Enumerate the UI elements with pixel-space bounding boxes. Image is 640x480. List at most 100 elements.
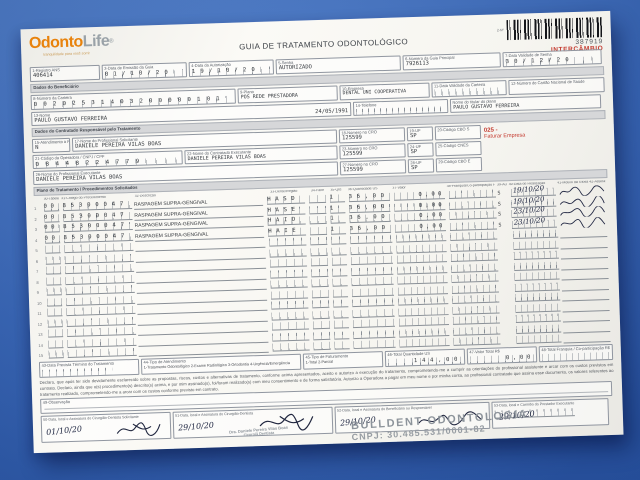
birthdate-value: 24/05/1991 — [315, 108, 349, 116]
cell-valor — [399, 338, 451, 349]
table-row: 4 00 85300047 RASPAGEM SUPRA-GENGIVAL HA… — [35, 216, 609, 245]
proc-row-number: 8 — [36, 279, 39, 285]
field-cartao-saude: 12-Número do Cartão Nacional de Saúde — [508, 77, 605, 96]
field-cro-executante: 23-Número no CRO 125599 — [339, 143, 406, 160]
procedures-table-filled: 1 00 85300047 RASPAGEM SUPRA-GENGIVAL HA… — [34, 185, 609, 245]
cell-valor — [397, 296, 449, 307]
logo-life-text: Life — [82, 32, 110, 51]
cell-dente — [272, 342, 311, 353]
cell-assinatura — [563, 322, 611, 334]
field-value — [541, 351, 611, 362]
table-row: 2 00 85300047 RASPAGEM SUPRA-GENGIVAL HA… — [34, 195, 608, 224]
sig-box-beneficiario: 52-Data, local e Assinatura do Beneficiá… — [334, 402, 491, 435]
cell-qtd: 1 — [329, 205, 346, 214]
col-header-face: 34-Face — [310, 188, 325, 193]
cell-assinatura — [561, 270, 609, 281]
field-value: 125599 — [341, 134, 363, 142]
cell-dente — [269, 269, 308, 279]
cell-data — [514, 282, 560, 292]
cell-qtd-us: 36,00 — [348, 193, 391, 203]
cell-face — [312, 300, 330, 309]
handwritten-date: 19/10/20 — [512, 184, 545, 196]
field-tipo-faturamento: 45-Tipo de Faturamento 1-Total 2-Parcial — [302, 351, 384, 371]
cell-valor — [397, 275, 449, 286]
cell-qtd-us: 36,00 — [349, 214, 391, 224]
cell-valor: 0,00 — [394, 223, 446, 233]
cell-qtd — [333, 289, 349, 298]
cell-dente: HASE — [267, 206, 306, 216]
field-data-emissao: 3-Data de Emissão da Guia 01/10/20 — [101, 62, 188, 80]
cell-franquia — [449, 210, 497, 221]
field-telefone: 14-Telefone — [352, 98, 449, 116]
spacer — [484, 153, 607, 171]
cell-franquia — [451, 263, 499, 273]
handwritten-date: 01/10/20 — [45, 424, 83, 438]
field-uf-prof: 28-UF SP — [407, 158, 435, 174]
cell-qtd — [334, 320, 350, 330]
field-value: 125599 — [342, 166, 364, 174]
cell-valor — [398, 317, 450, 328]
cell-tabela — [47, 319, 63, 328]
field-total-us: 46-Total Quantidade US 144,00 — [384, 349, 466, 368]
cell-qtd-us — [352, 287, 394, 298]
cell-data — [513, 251, 559, 261]
handwritten-signature — [558, 196, 606, 208]
field-registro-ans: 1-Registro ANS 406414 — [29, 64, 101, 83]
proc-row-number: 2 — [34, 216, 37, 222]
cell-data — [513, 240, 559, 250]
proc-row-number: 4 — [35, 237, 38, 243]
field-data-prevista: 43-Data Prevista Término do Tratamento — [38, 359, 140, 379]
cell-aut: S — [498, 211, 502, 218]
cell-qtd-us: 36,00 — [349, 224, 392, 235]
cell-tabela — [44, 245, 61, 255]
proc-row-number: 5 — [35, 248, 38, 254]
col-header-aut: 39-Aut — [496, 183, 507, 187]
cell-franquia — [451, 273, 500, 284]
cell-qtd — [334, 331, 350, 340]
dentist-stamp: Dra. Daniele Pereira Vilas Boas Cirurgiã… — [229, 425, 289, 439]
cell-dente: HASD — [267, 195, 305, 206]
cell-assinatura — [562, 291, 610, 302]
cell-assinatura — [560, 238, 608, 250]
handwritten-date: 23/10/20 — [513, 205, 546, 217]
cell-data — [515, 324, 562, 334]
field-cro-prof: 27-Número no CRO 125599 — [339, 159, 407, 176]
cell-face — [311, 258, 329, 267]
cell-qtd — [332, 257, 348, 267]
cell-dente: HAIE — [268, 227, 306, 237]
field-label: 12-Número do Cartão Nacional de Saúde — [510, 78, 585, 86]
cell-data — [514, 293, 561, 303]
sig-box-solicitante: 50-Data, local e Assinatura do Cirurgião… — [40, 412, 172, 444]
logo-registered-icon: ® — [109, 38, 114, 45]
cell-dente — [269, 248, 308, 258]
table-row: 3 00 85300047 RASPAGEM SUPRA-GENGIVAL HA… — [35, 206, 609, 235]
cell-face — [313, 321, 331, 330]
field-valor-total: 47-Valor Total R$ 0,00 — [466, 346, 538, 365]
handwritten-signature — [418, 411, 482, 426]
field-value — [42, 367, 113, 378]
cell-franquia — [449, 221, 497, 231]
cell-tabela: 00 — [43, 214, 60, 223]
cell-valor — [398, 327, 450, 338]
cell-dente — [270, 290, 309, 300]
cell-qtd-us — [353, 329, 396, 340]
field-cbo-s: 20-Código CBO S — [434, 124, 482, 141]
cell-face — [309, 226, 327, 236]
cell-dente: HAID — [267, 216, 306, 227]
cell-tabela — [47, 329, 63, 339]
cell-assinatura — [563, 333, 611, 344]
cell-qtd-us — [351, 277, 394, 287]
cell-tabela — [45, 266, 61, 276]
cell-dente — [270, 300, 309, 311]
field-value — [434, 87, 504, 98]
field-value: DENTAL UNI COOPERATIVA — [342, 89, 407, 97]
cell-franquia — [453, 326, 501, 336]
cell-franquia — [450, 242, 499, 252]
cell-tabela: 00 — [44, 235, 60, 244]
cell-dente — [269, 237, 307, 248]
col-header-tabela: 30-Tabela — [43, 197, 60, 201]
cell-data — [515, 303, 561, 313]
cell-valor — [397, 286, 449, 296]
proc-row-number: 10 — [37, 300, 42, 306]
cell-data — [513, 261, 560, 271]
